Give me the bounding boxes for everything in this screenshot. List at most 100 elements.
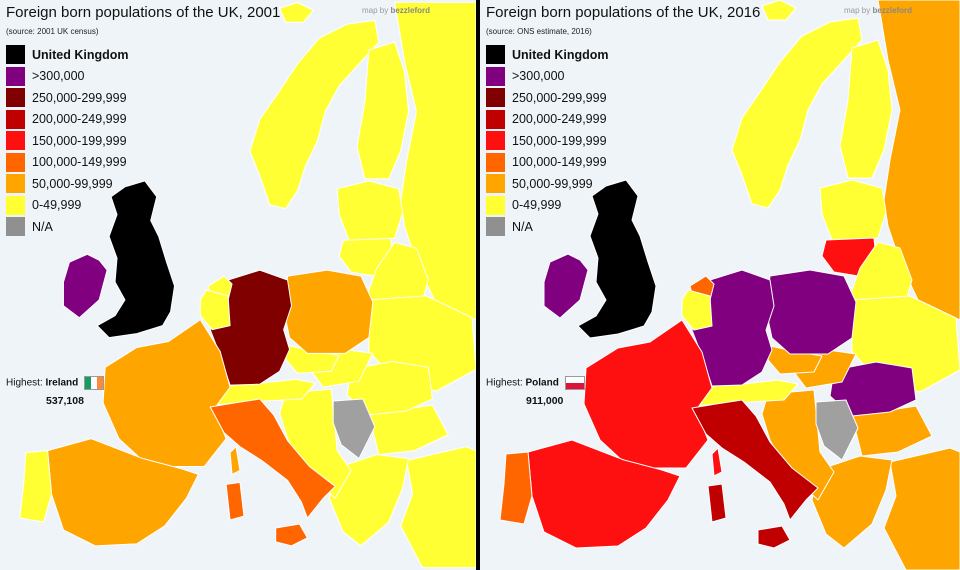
region-sardinia [707, 483, 727, 523]
legend-label: 150,000-199,999 [32, 133, 127, 148]
region-baltics [819, 179, 887, 241]
map-legend: United Kingdom >300,000 250,000-299,999 200… [486, 44, 609, 238]
region-iberia [527, 439, 681, 549]
region-scandinavia [731, 17, 863, 209]
region-greece [811, 455, 893, 549]
legend-swatch [486, 174, 505, 194]
region-portugal [19, 450, 53, 523]
region-poland [283, 269, 374, 354]
legend-swatch [6, 109, 25, 129]
map-title: Foreign born populations of the UK, 2001 [6, 4, 281, 21]
region-ireland [62, 253, 108, 319]
region-benelux [199, 289, 231, 331]
highest-value: 911,000 [526, 395, 564, 407]
region-serbia [332, 398, 376, 460]
ireland-flag-icon [84, 376, 105, 390]
map-panel-2001: Foreign born populations of the UK, 2001… [0, 0, 476, 570]
region-italy [209, 398, 336, 519]
region-russia [877, 0, 960, 321]
region-sicily [275, 523, 308, 547]
region-poland [765, 269, 857, 355]
legend-label: N/A [512, 219, 533, 234]
highest-country: Poland [525, 377, 559, 389]
region-italy [691, 399, 819, 521]
region-baltics [336, 180, 404, 241]
legend-swatch [486, 45, 505, 65]
region-ireland [543, 253, 589, 319]
region-turkey [883, 447, 960, 570]
highest-country: Ireland [45, 377, 79, 389]
map-panel-2016: Foreign born populations of the UK, 2016… [480, 0, 960, 570]
legend-swatch [6, 174, 25, 194]
legend-swatch [486, 66, 505, 86]
region-iberia [47, 438, 199, 547]
region-finland [356, 41, 410, 180]
region-scandinavia [249, 19, 380, 210]
region-russia [394, 1, 476, 321]
region-germany [209, 269, 293, 386]
map-source: (source: ONS estimate, 2016) [486, 27, 592, 36]
europe-map-2001 [19, 1, 476, 569]
legend-label: 50,000-99,999 [32, 176, 113, 191]
panel-divider [476, 0, 480, 570]
legend-swatch [6, 45, 25, 65]
map-credit: map by bezzleford [844, 6, 913, 15]
legend-label: 250,000-299,999 [512, 90, 607, 105]
region-serbia [815, 399, 859, 461]
region-turkey [400, 446, 476, 569]
region-germany [691, 269, 775, 387]
legend-swatch [486, 131, 505, 151]
region-uk [577, 179, 657, 339]
legend-swatch [6, 66, 25, 86]
legend-label: 100,000-149,999 [32, 155, 127, 170]
region-finland [839, 39, 893, 179]
map-title: Foreign born populations of the UK, 2016 [486, 4, 761, 21]
region-iceland [279, 1, 314, 23]
europe-map-2016 [499, 0, 960, 570]
legend-item: 0-49,999 [486, 195, 609, 217]
legend-swatch [6, 152, 25, 172]
map-credit: map by bezzleford [362, 6, 431, 15]
legend-item: 100,000-149,999 [486, 152, 609, 174]
legend-item: 0-49,999 [6, 195, 129, 217]
legend-swatch [486, 195, 505, 215]
legend-label: 250,000-299,999 [32, 90, 127, 105]
legend-item: 50,000-99,999 [6, 173, 129, 195]
legend-item: 200,000-249,999 [486, 109, 609, 131]
region-romania [346, 360, 433, 416]
legend-swatch [486, 109, 505, 129]
legend-label: 200,000-249,999 [32, 112, 127, 127]
region-sardinia [225, 481, 245, 521]
region-greece [328, 454, 410, 547]
legend-swatch [486, 217, 505, 237]
legend-label: >300,000 [512, 69, 565, 84]
legend-item: >300,000 [6, 66, 129, 88]
region-france [102, 319, 231, 467]
region-iceland [761, 0, 797, 21]
legend-swatch [486, 152, 505, 172]
poland-flag-icon [564, 376, 585, 390]
legend-item: 150,000-199,999 [486, 130, 609, 152]
legend-item: 100,000-149,999 [6, 152, 129, 174]
highest-value: 537,108 [46, 395, 84, 407]
legend-item: 250,000-299,999 [6, 87, 129, 109]
legend-label: 100,000-149,999 [512, 155, 607, 170]
legend-item: United Kingdom [486, 44, 609, 66]
legend-swatch [486, 88, 505, 108]
highest-label: Highest: Ireland [6, 376, 105, 390]
legend-item: N/A [6, 216, 129, 238]
legend-swatch [6, 195, 25, 215]
map-source: (source: 2001 UK census) [6, 27, 99, 36]
legend-swatch [6, 88, 25, 108]
region-uk [96, 180, 176, 339]
legend-label: United Kingdom [32, 47, 129, 62]
legend-item: N/A [486, 216, 609, 238]
legend-label: N/A [32, 219, 53, 234]
legend-item: 250,000-299,999 [486, 87, 609, 109]
legend-label: United Kingdom [512, 47, 609, 62]
region-portugal [499, 451, 533, 525]
region-benelux [681, 289, 713, 331]
legend-label: 200,000-249,999 [512, 112, 607, 127]
legend-item: United Kingdom [6, 44, 129, 66]
legend-label: 0-49,999 [32, 198, 82, 213]
